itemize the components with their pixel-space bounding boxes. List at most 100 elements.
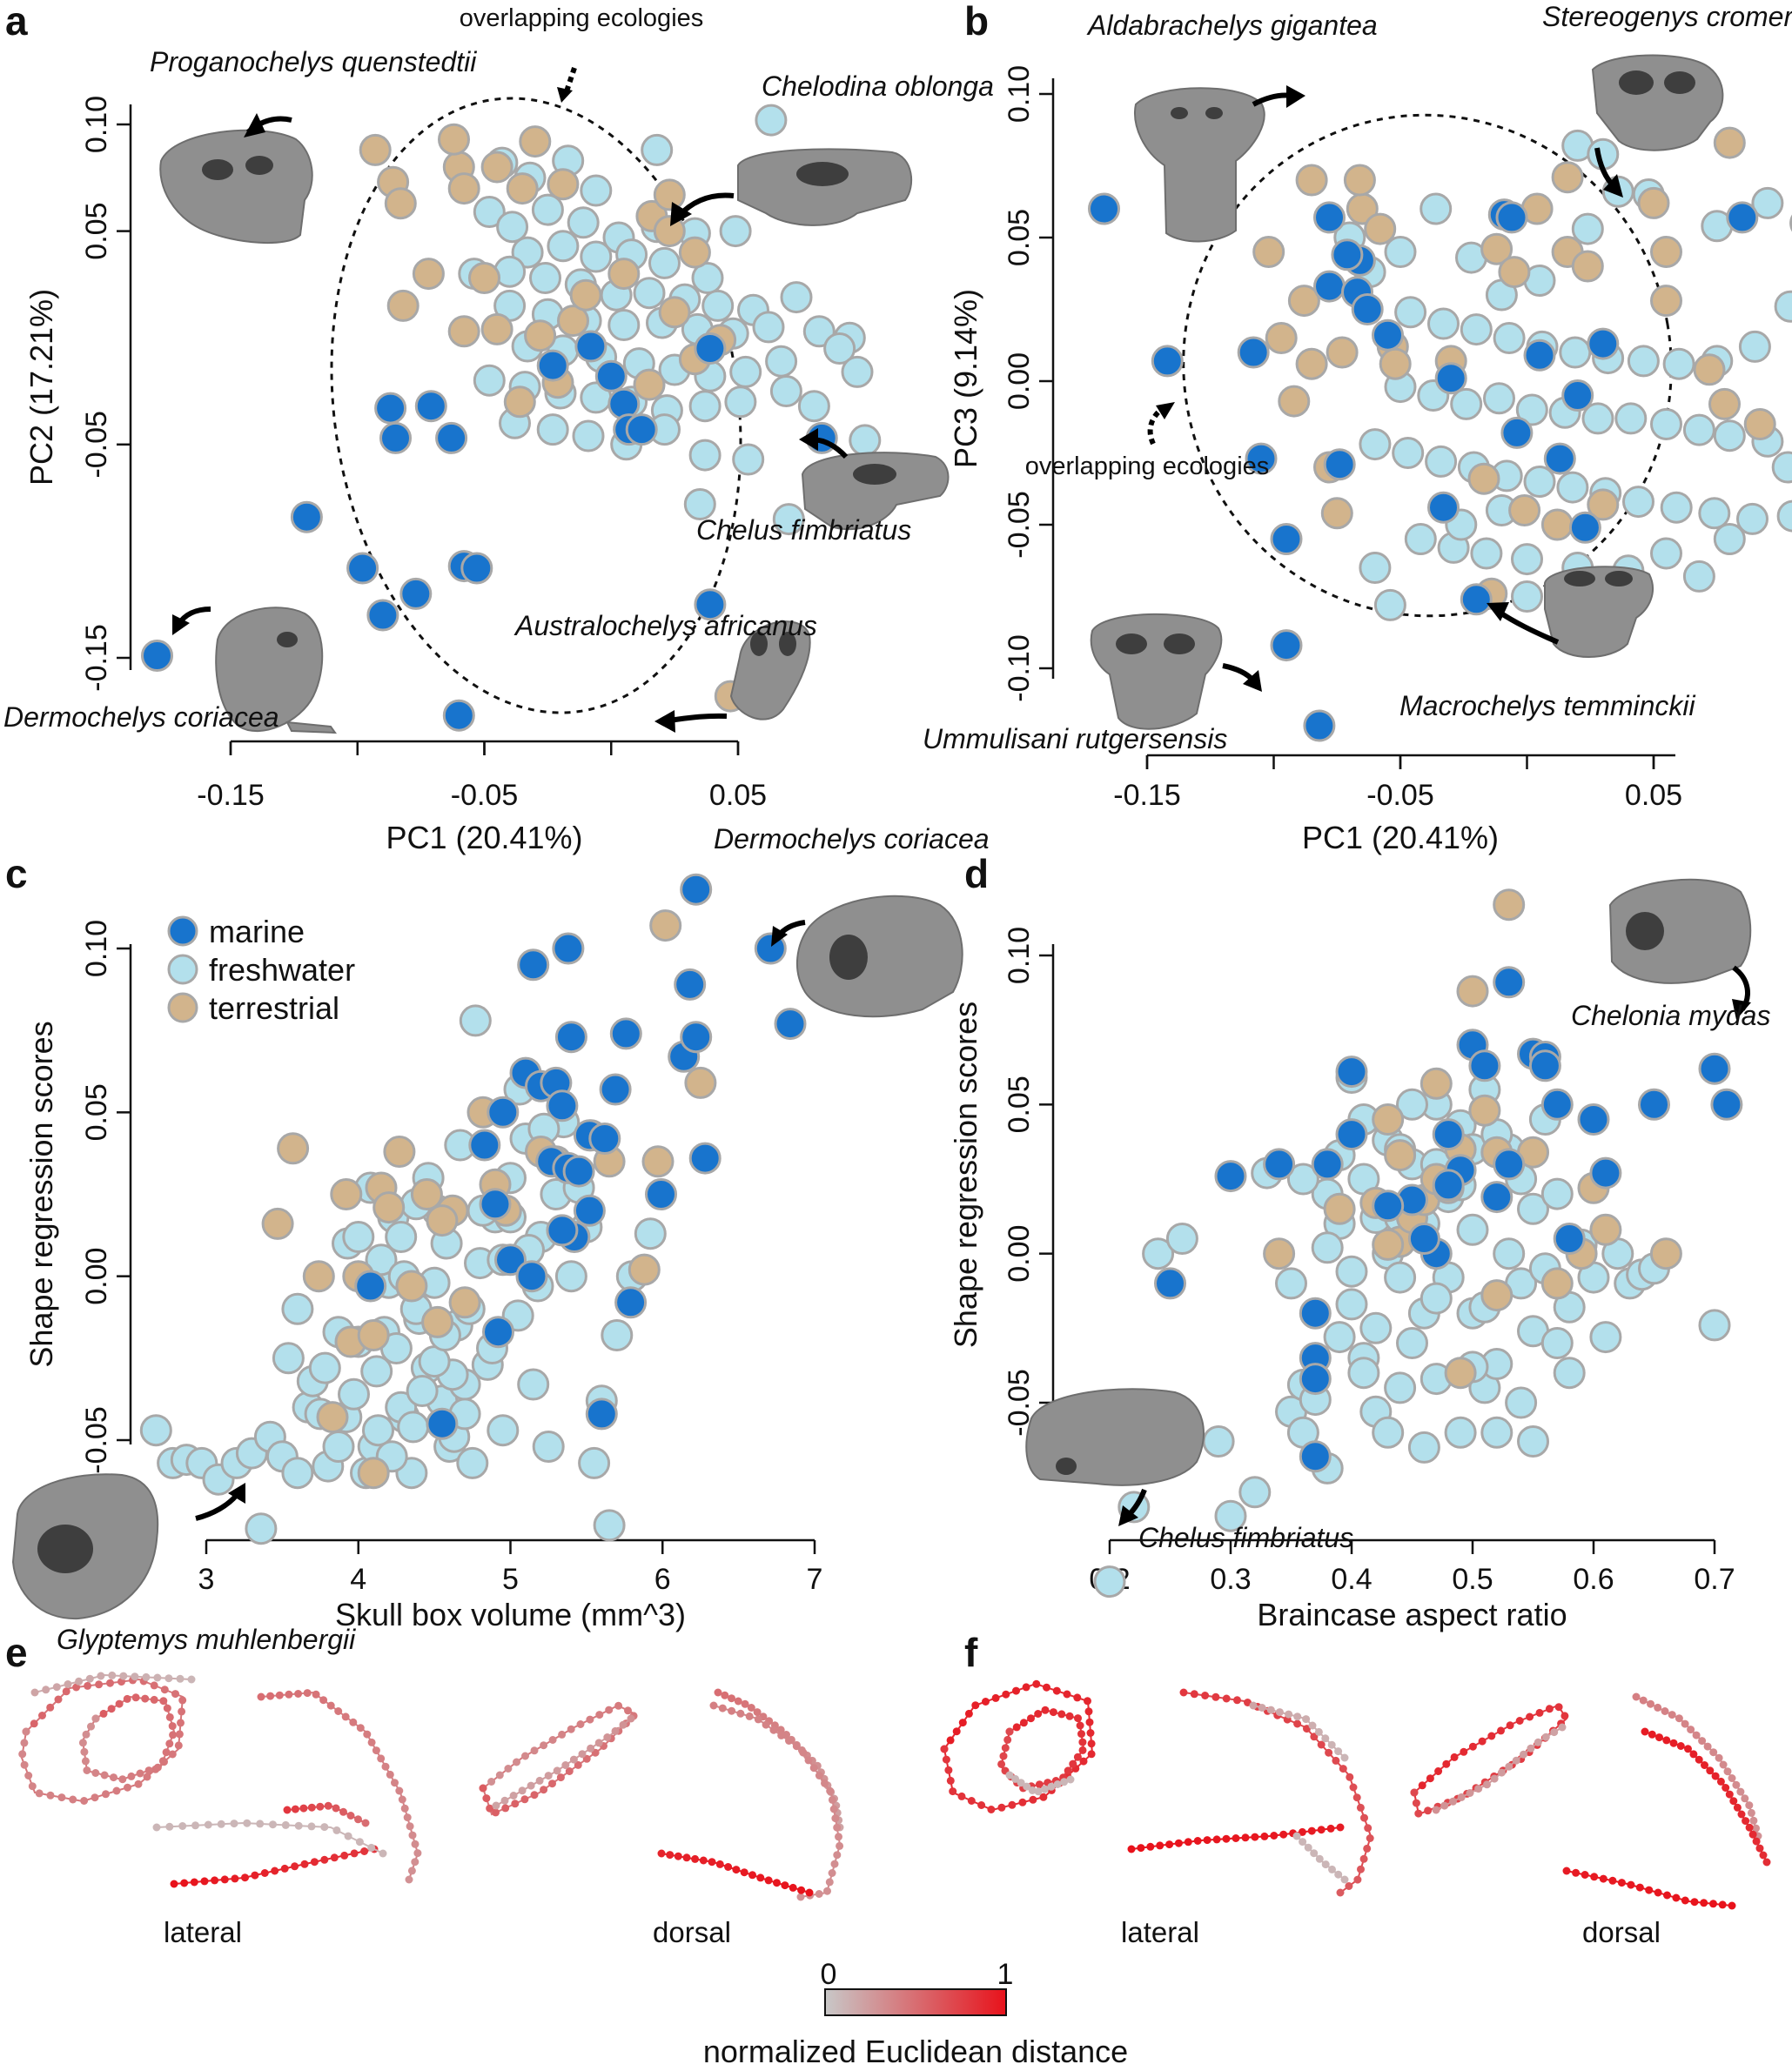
landmark-point — [1468, 1742, 1477, 1751]
data-point-freshwater — [1589, 1321, 1622, 1354]
data-point-terrestrial — [448, 1286, 481, 1319]
data-point-freshwater — [578, 1446, 611, 1479]
data-point-terrestrial — [357, 1457, 390, 1490]
landmark-point — [1732, 1780, 1741, 1789]
landmark-point — [1752, 1824, 1760, 1833]
data-point-marine — [674, 968, 707, 1001]
panel-label-b: b — [964, 0, 989, 44]
landmark-point — [1356, 1803, 1365, 1812]
arrow-head-icon — [1156, 402, 1175, 419]
landmark-point — [1357, 1865, 1365, 1873]
landmark-point — [178, 1822, 187, 1830]
species-name: Dermochelys coriacea — [714, 823, 990, 855]
arrow-head-icon — [1243, 670, 1262, 692]
landmark-point — [1558, 1723, 1567, 1732]
landmark-point — [408, 1831, 417, 1840]
landmark-point — [46, 1703, 55, 1712]
landmark-point — [178, 1696, 187, 1705]
landmark-point — [1681, 1719, 1689, 1728]
data-point-freshwater — [406, 1375, 439, 1407]
landmark-point — [379, 1849, 387, 1858]
landmark-point — [163, 1704, 171, 1712]
landmark-point — [699, 1856, 708, 1865]
data-point-marine — [1561, 379, 1594, 412]
landmark-point — [991, 1693, 1000, 1702]
landmark-point — [1635, 1883, 1644, 1892]
data-point-freshwater — [1698, 1309, 1731, 1342]
landmark-point — [1722, 1784, 1730, 1792]
data-point-marine — [1528, 1049, 1561, 1082]
species-name: Chelus fimbriatus — [1138, 1522, 1353, 1553]
landmark-point — [1729, 1797, 1738, 1806]
landmark-point — [1310, 1849, 1319, 1858]
landmark-point — [944, 1766, 953, 1774]
data-point-terrestrial — [1456, 975, 1489, 1008]
x-axis-title: PC1 (20.41%) — [386, 820, 582, 855]
species-label-chelus-d: Chelus fimbriatus — [1138, 1522, 1353, 1553]
legend-label-marine: marine — [209, 914, 305, 949]
landmark-point — [1222, 1694, 1231, 1703]
species-label-aldabrachelys: Aldabrachelys gigantea — [1086, 10, 1378, 41]
species-label-chelus-a: Chelus fimbriatus — [696, 514, 911, 546]
data-point-marine — [694, 332, 727, 365]
y-axis-title: PC2 (17.21%) — [23, 289, 59, 486]
landmark-point — [1334, 1747, 1343, 1756]
data-point-freshwater — [1517, 1192, 1549, 1225]
x-tick-label: 0.5 — [1452, 1563, 1493, 1596]
data-point-freshwater — [1483, 382, 1515, 415]
landmark-point — [815, 1772, 823, 1779]
landmark-point — [773, 1879, 781, 1887]
data-point-freshwater — [1372, 1416, 1405, 1449]
landmark-point — [753, 1708, 762, 1717]
data-point-terrestrial — [359, 133, 392, 166]
landmark-point — [748, 1871, 756, 1880]
landmark-point — [1572, 1868, 1581, 1877]
landmark-point — [176, 1674, 185, 1683]
data-point-terrestrial — [1295, 347, 1328, 380]
landmark-point — [1174, 1839, 1183, 1847]
data-point-terrestrial — [1650, 236, 1682, 268]
data-point-freshwater — [823, 332, 856, 365]
data-point-freshwater — [1444, 1416, 1477, 1449]
data-point-freshwater — [1698, 497, 1731, 530]
data-point-freshwater — [1713, 523, 1746, 555]
data-point-terrestrial — [316, 1401, 349, 1434]
landmark-point — [1233, 1696, 1241, 1705]
landmark-point — [372, 1746, 380, 1755]
skull-render-icon — [11, 1473, 159, 1620]
legend-label-terrestrial: terrestrial — [209, 990, 339, 1026]
landmark-point — [721, 1691, 729, 1699]
data-point-freshwater — [529, 262, 561, 294]
data-point-marine — [625, 413, 658, 446]
landmark-point — [828, 1795, 836, 1804]
landmark-point — [162, 1748, 171, 1757]
landmark-point — [1314, 1727, 1323, 1736]
landmark-point — [1328, 1865, 1336, 1873]
data-point-marine — [1577, 1103, 1610, 1136]
landmark-point — [395, 1786, 404, 1795]
panel-d: 0.20.30.40.50.60.7-0.050.000.050.10Brain… — [948, 878, 1770, 1632]
y-tick-label: 0.10 — [80, 96, 113, 153]
landmark-point — [1339, 1765, 1347, 1773]
landmark-point — [627, 1714, 635, 1723]
landmark-point — [741, 1699, 749, 1708]
landmark-point — [835, 1833, 842, 1841]
data-point-terrestrial — [480, 312, 513, 345]
landmark-point — [825, 1878, 834, 1887]
data-point-freshwater — [487, 1414, 520, 1447]
data-point-marine — [1323, 448, 1356, 481]
data-point-freshwater — [342, 1221, 375, 1253]
data-point-terrestrial — [1693, 353, 1726, 386]
landmark-curves-f — [940, 1679, 1771, 1910]
landmark-point — [1317, 1740, 1326, 1749]
landmark-point — [102, 1790, 110, 1799]
landmark-point — [518, 1786, 527, 1795]
landmark-point — [1719, 1760, 1728, 1769]
landmark-point — [1654, 1703, 1662, 1712]
skull-render-icon — [1608, 878, 1752, 984]
landmark-point — [785, 1737, 793, 1745]
landmark-point — [946, 1776, 955, 1785]
data-point-marine — [1270, 629, 1303, 662]
x-axis-title: Skull box volume (mm^3) — [335, 1597, 686, 1632]
landmark-point — [1298, 1827, 1306, 1836]
